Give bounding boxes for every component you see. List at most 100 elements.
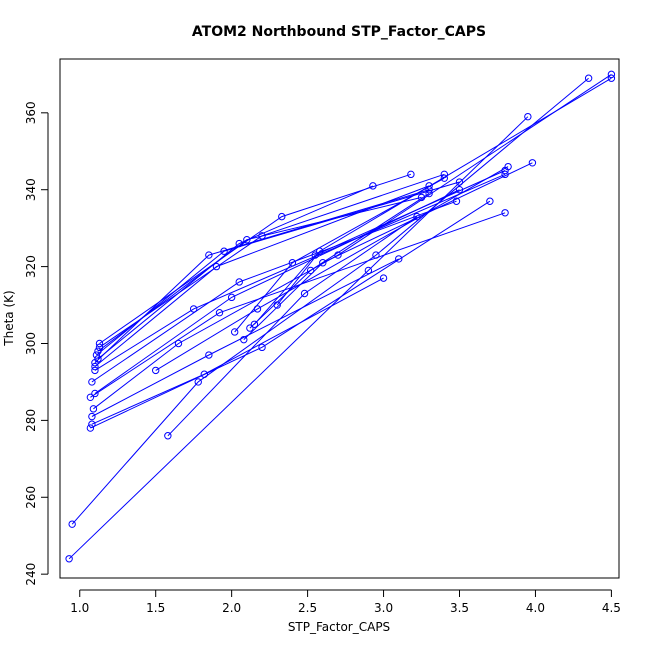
series-line [276, 77, 612, 306]
data-point [364, 266, 373, 275]
data-point [227, 293, 236, 302]
series-21 [250, 166, 509, 328]
y-tick-label: 300 [24, 332, 38, 355]
data-point [215, 309, 224, 317]
data-point [95, 343, 104, 352]
data-point [417, 193, 426, 202]
series-line [96, 181, 460, 356]
x-tick-label: 3.5 [450, 601, 469, 615]
data-point [68, 520, 76, 528]
series-line [68, 116, 529, 560]
data-point [501, 166, 509, 175]
y-axis-label: Theta (K) [2, 290, 16, 346]
data-point [524, 112, 532, 121]
data-point [425, 182, 433, 190]
x-tick-label: 1.5 [146, 601, 165, 615]
data-point [486, 197, 494, 205]
series-17 [91, 182, 433, 371]
data-point [220, 247, 228, 255]
data-point [501, 209, 509, 217]
data-point [369, 182, 377, 190]
series-line [249, 193, 430, 329]
data-point [164, 432, 172, 440]
series-23 [246, 189, 433, 332]
series-line [71, 77, 589, 525]
data-point [88, 412, 96, 421]
data-point [407, 170, 415, 179]
x-tick-label: 2.5 [298, 601, 317, 615]
data-point [91, 389, 99, 398]
series-12 [92, 178, 464, 359]
series-8 [91, 186, 464, 398]
data-point [86, 393, 95, 402]
y-tick-label: 260 [24, 486, 38, 509]
data-point [258, 232, 266, 240]
y-tick-label: 320 [24, 255, 38, 278]
data-point [607, 70, 616, 79]
data-point [212, 262, 221, 271]
series-24 [230, 174, 449, 336]
data-point [278, 212, 286, 221]
series-3 [86, 197, 494, 432]
series-line [99, 173, 412, 344]
series-line [91, 258, 399, 417]
data-point [92, 351, 101, 359]
x-axis-label: STP_Factor_CAPS [288, 620, 390, 634]
data-point [607, 74, 616, 82]
data-point [250, 320, 259, 328]
y-tick-label: 360 [24, 101, 38, 124]
data-point [91, 366, 99, 375]
x-tick-label: 4.0 [526, 601, 545, 615]
series-line [167, 216, 418, 437]
series-7 [86, 209, 509, 402]
series-19 [164, 212, 421, 440]
x-tick-label: 2.0 [222, 601, 241, 615]
series-layer [65, 70, 616, 563]
series-line [94, 189, 460, 394]
data-point [440, 174, 449, 182]
data-point [243, 235, 251, 244]
y-tick-label: 280 [24, 409, 38, 432]
data-point [235, 278, 243, 286]
data-point [230, 328, 239, 336]
data-point [258, 343, 266, 352]
series-15 [95, 170, 415, 348]
data-point [379, 274, 388, 282]
data-point [205, 351, 213, 359]
series-1 [65, 112, 532, 563]
series-5 [88, 255, 403, 421]
data-point [174, 339, 183, 348]
data-point [395, 255, 403, 263]
y-axis: 240 260 280 300 320 340 360 [24, 101, 49, 586]
data-point [200, 370, 209, 378]
data-point [89, 405, 98, 413]
y-tick-label: 340 [24, 178, 38, 201]
series-line [94, 185, 430, 367]
data-point [246, 324, 254, 332]
x-tick-label: 1.0 [70, 601, 89, 615]
y-tick-label: 240 [24, 563, 38, 586]
data-point [584, 74, 593, 82]
data-point [194, 378, 202, 386]
data-point [94, 355, 102, 363]
data-point [65, 555, 73, 563]
data-point [88, 420, 96, 428]
data-point [528, 159, 537, 167]
data-point [88, 378, 96, 386]
data-point [319, 259, 327, 267]
plot-area-frame [59, 58, 620, 579]
data-point [151, 366, 160, 375]
data-point [95, 339, 104, 348]
x-axis: 1.0 1.5 2.0 2.5 3.0 3.5 4.0 4.5 [70, 589, 621, 615]
series-line [99, 173, 445, 348]
series-line [234, 177, 445, 333]
series-4 [88, 274, 388, 428]
data-point [425, 189, 433, 198]
series-22 [273, 74, 616, 309]
series-line [90, 212, 506, 398]
data-point [240, 335, 248, 344]
data-point [288, 259, 297, 267]
series-line [94, 173, 506, 371]
